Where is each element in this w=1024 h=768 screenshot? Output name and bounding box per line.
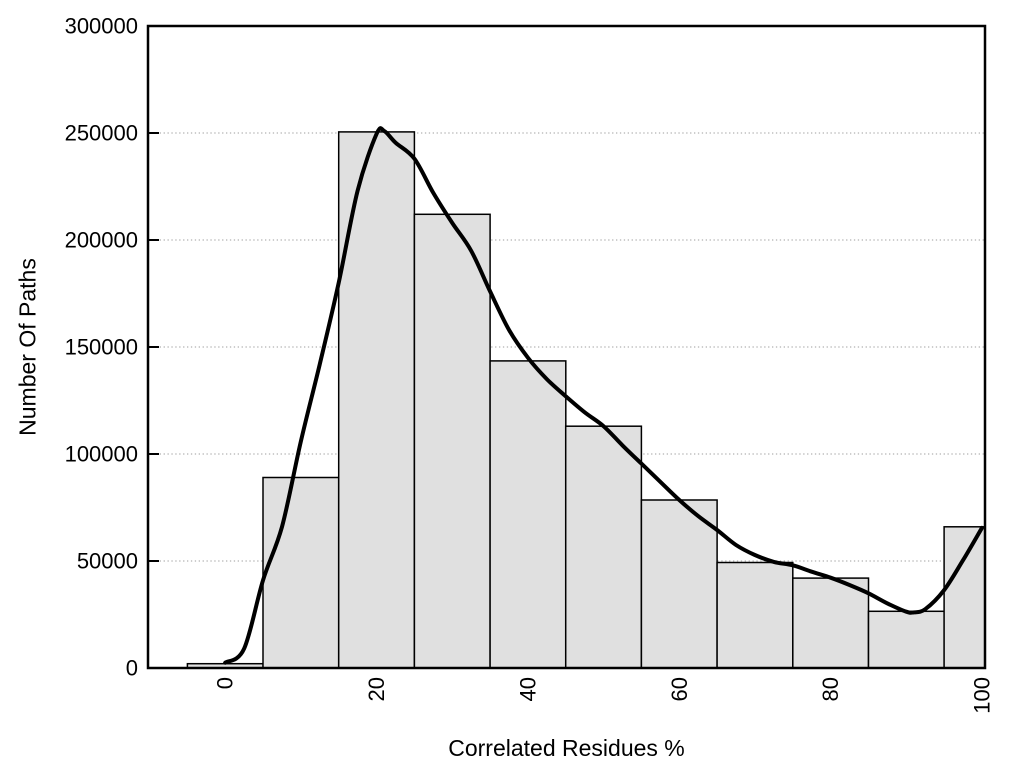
y-tick-label: 50000 (77, 549, 138, 574)
histogram-bar (867, 610, 945, 669)
x-tick-label: 100 (970, 677, 995, 714)
histogram-bar (716, 561, 794, 669)
histogram-bar (640, 499, 718, 669)
y-tick-label: 150000 (65, 335, 138, 360)
x-tick-label: 20 (364, 677, 389, 701)
x-tick-label: 40 (515, 677, 540, 701)
y-tick-label: 300000 (65, 14, 138, 39)
density-curve (223, 126, 984, 665)
histogram-bar (943, 526, 986, 669)
y-tick-label: 250000 (65, 121, 138, 146)
histogram-bar (792, 577, 870, 669)
y-tick-label: 100000 (65, 442, 138, 467)
y-tick-label: 200000 (65, 228, 138, 253)
y-tick-label: 0 (126, 656, 138, 681)
x-tick-label: 80 (818, 677, 843, 701)
histogram-bar (337, 131, 416, 669)
x-tick-label: 0 (213, 677, 238, 689)
x-tick-label: 60 (667, 677, 692, 701)
histogram-bar (489, 360, 567, 669)
histogram-bar (564, 425, 643, 669)
y-axis-title: Number Of Paths (14, 258, 41, 436)
plot-border (146, 24, 987, 670)
histogram-bar (413, 213, 491, 669)
histogram-bar (262, 476, 340, 669)
x-axis-title: Correlated Residues % (448, 735, 685, 761)
